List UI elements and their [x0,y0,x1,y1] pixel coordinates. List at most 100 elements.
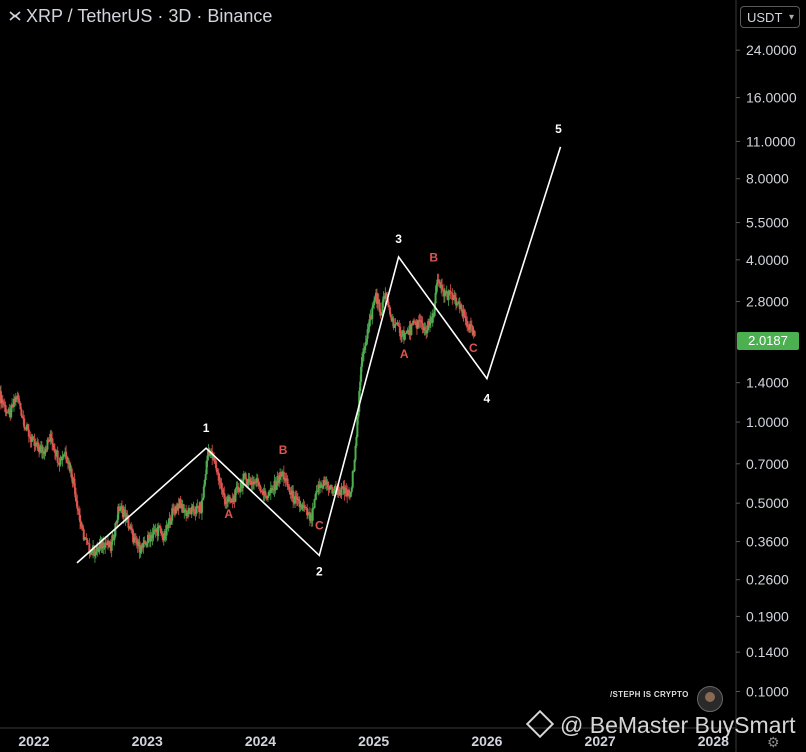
candle-body [467,325,470,327]
candle-body [421,322,424,327]
candle-body [286,478,289,487]
candle-body [298,501,301,508]
candle-body [319,485,322,488]
gear-icon[interactable]: ⚙ [767,734,780,750]
y-tick-label: 24.0000 [746,42,797,58]
candle-body [140,545,143,553]
candle-body [32,436,35,440]
candle-body [94,551,97,556]
candle-body [311,508,314,521]
candle-body [104,542,107,548]
candle-body [380,313,383,316]
candle-body [56,450,59,463]
candle-body [350,487,353,492]
y-tick-label: 16.0000 [746,90,797,106]
candle-body [119,506,122,510]
candle-body [146,543,149,546]
candle-body [471,326,474,336]
candle-body [357,411,360,418]
candle-body [229,501,232,503]
candle-body [194,513,197,515]
candle-body [165,525,168,536]
candle-body [434,292,437,304]
candle-body [454,294,457,298]
candle-body [297,499,300,502]
candle-body [187,508,190,515]
candle-body [170,520,173,525]
candle-body [449,290,452,293]
x-tick-label: 2025 [358,733,389,749]
elliott-wave-line [76,146,562,564]
candle-body [345,488,348,492]
y-tick-label: 0.1400 [746,644,789,660]
candle-body [144,540,147,544]
candle-body [14,397,17,403]
candle-body [399,326,402,337]
candle-body [301,504,304,509]
candle-body [267,495,270,499]
candle-body [358,391,361,412]
candle-body [223,493,226,499]
candle-body [127,517,130,528]
candle-body [464,316,467,319]
candle-body [25,428,28,430]
candle-body [97,547,100,552]
candle-body [433,303,436,317]
candle-body [419,320,422,322]
candle-body [1,399,4,404]
candle-body [105,542,108,545]
corrective-label: A [400,347,409,361]
candle-body [442,290,445,297]
candle-body [74,487,77,498]
candle-body [256,478,259,483]
candle-body [59,457,62,465]
candle-body [219,482,222,484]
candle-body [151,534,154,539]
y-tick-label: 11.0000 [746,133,796,149]
candle-body [441,284,444,290]
candle-body [295,497,298,500]
candle-body [132,530,135,543]
candle-body [58,464,61,466]
candle-body [367,326,370,330]
wave-label: 5 [555,122,562,136]
candle-body [392,318,395,328]
candle-body [404,333,407,335]
candle-body [361,354,364,358]
candle-body [82,529,85,540]
candle-body [244,473,247,479]
candle-body [209,452,212,456]
candle-body [363,346,366,350]
candle-body [120,506,123,508]
candle-body [437,279,440,281]
y-tick-label: 4.0000 [746,252,789,268]
candle-body [195,506,198,514]
candle-body [30,439,33,442]
x-tick-label: 2028 [698,733,729,749]
candle-body [224,498,227,504]
candle-body [275,484,278,490]
currency-selector[interactable]: USDT ▾ [740,6,800,28]
candle-body [397,322,400,326]
candle-body [215,467,218,473]
candle-body [133,537,136,543]
candle-body [373,300,376,306]
candle-body [292,490,295,503]
candle-body [420,321,423,323]
candle-body [2,403,5,405]
candle-body [183,510,186,513]
candle-body [234,488,237,502]
x-tick-label: 2024 [245,733,276,749]
candle-body [329,485,332,490]
wave-label: 2 [316,564,323,578]
candle-body [314,494,317,500]
candle-body [142,542,145,548]
candle-body [246,482,249,485]
candle-body [44,448,47,453]
candle-body [85,537,88,541]
candle-body [400,336,403,338]
candle-body [65,451,68,457]
wave-label: 3 [395,232,402,246]
candle-body [81,525,84,530]
